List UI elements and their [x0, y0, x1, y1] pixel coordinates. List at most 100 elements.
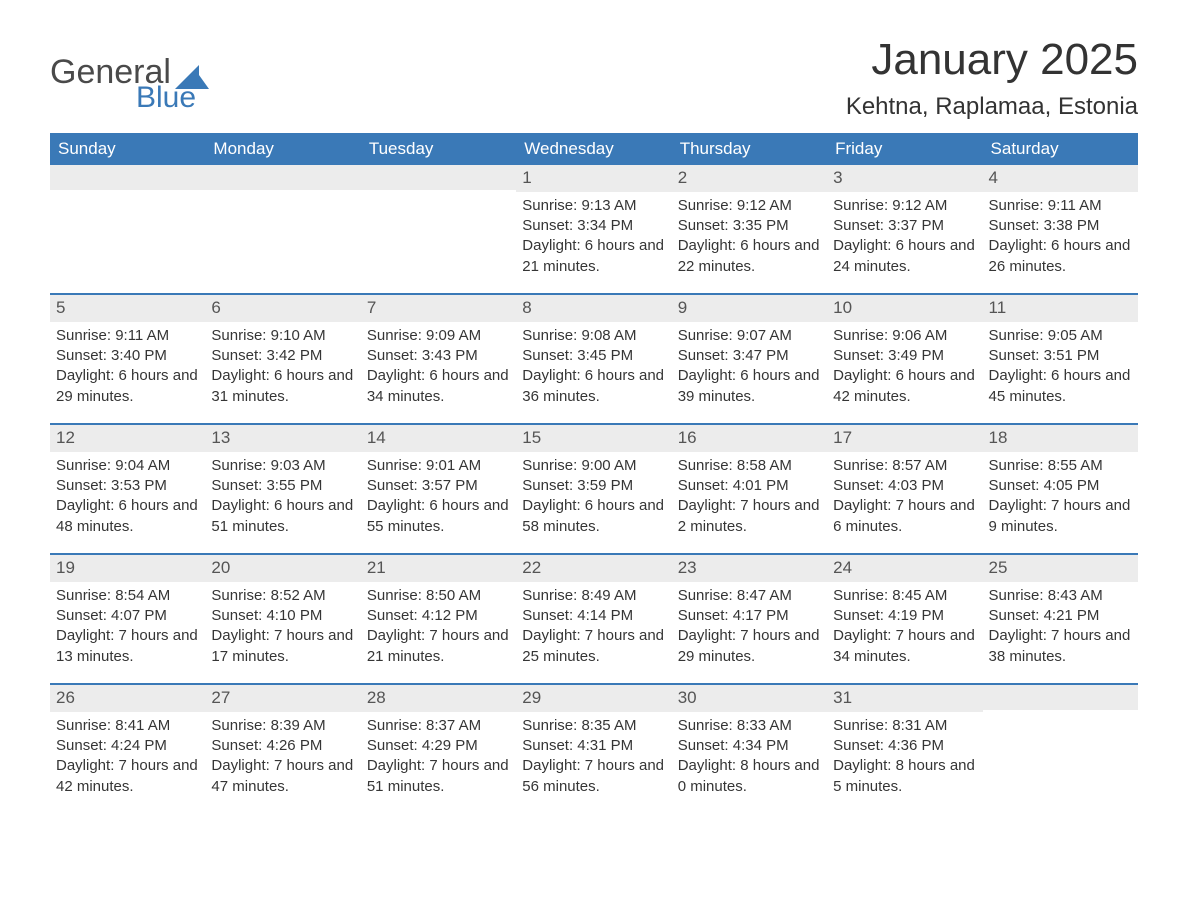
calendar-day: 8Sunrise: 9:08 AMSunset: 3:45 PMDaylight…: [516, 295, 671, 423]
sunset-text: Sunset: 4:17 PM: [678, 606, 821, 626]
sunrise-text: Sunrise: 8:31 AM: [833, 716, 976, 736]
day-number: 30: [672, 685, 827, 712]
day-content: Sunrise: 8:45 AMSunset: 4:19 PMDaylight:…: [827, 582, 982, 679]
day-number: 1: [516, 165, 671, 192]
weekday-header: Thursday: [672, 133, 827, 165]
day-number: 2: [672, 165, 827, 192]
sunset-text: Sunset: 4:03 PM: [833, 476, 976, 496]
weeks-container: 1Sunrise: 9:13 AMSunset: 3:34 PMDaylight…: [50, 165, 1138, 813]
calendar-day: 1Sunrise: 9:13 AMSunset: 3:34 PMDaylight…: [516, 165, 671, 293]
day-number: 26: [50, 685, 205, 712]
day-number: 6: [205, 295, 360, 322]
calendar-day: 29Sunrise: 8:35 AMSunset: 4:31 PMDayligh…: [516, 685, 671, 813]
day-content: Sunrise: 9:11 AMSunset: 3:38 PMDaylight:…: [983, 192, 1138, 289]
daylight-text: Daylight: 6 hours and 24 minutes.: [833, 236, 976, 277]
sunset-text: Sunset: 3:57 PM: [367, 476, 510, 496]
brand-name-bottom: Blue: [136, 83, 209, 113]
daylight-text: Daylight: 6 hours and 31 minutes.: [211, 366, 354, 407]
day-content: Sunrise: 9:04 AMSunset: 3:53 PMDaylight:…: [50, 452, 205, 549]
calendar-day: 28Sunrise: 8:37 AMSunset: 4:29 PMDayligh…: [361, 685, 516, 813]
daylight-text: Daylight: 7 hours and 13 minutes.: [56, 626, 199, 667]
calendar-day: 4Sunrise: 9:11 AMSunset: 3:38 PMDaylight…: [983, 165, 1138, 293]
daylight-text: Daylight: 8 hours and 0 minutes.: [678, 756, 821, 797]
day-number: 19: [50, 555, 205, 582]
day-number: 16: [672, 425, 827, 452]
calendar-day: [50, 165, 205, 293]
calendar-week: 19Sunrise: 8:54 AMSunset: 4:07 PMDayligh…: [50, 553, 1138, 683]
day-content: Sunrise: 9:13 AMSunset: 3:34 PMDaylight:…: [516, 192, 671, 289]
calendar-day: 26Sunrise: 8:41 AMSunset: 4:24 PMDayligh…: [50, 685, 205, 813]
sunrise-text: Sunrise: 8:43 AM: [989, 586, 1132, 606]
sunset-text: Sunset: 4:29 PM: [367, 736, 510, 756]
day-content: Sunrise: 8:58 AMSunset: 4:01 PMDaylight:…: [672, 452, 827, 549]
sunset-text: Sunset: 4:14 PM: [522, 606, 665, 626]
sunset-text: Sunset: 4:19 PM: [833, 606, 976, 626]
day-content: Sunrise: 9:00 AMSunset: 3:59 PMDaylight:…: [516, 452, 671, 549]
day-number: 7: [361, 295, 516, 322]
sunrise-text: Sunrise: 9:10 AM: [211, 326, 354, 346]
daylight-text: Daylight: 7 hours and 42 minutes.: [56, 756, 199, 797]
sunset-text: Sunset: 3:45 PM: [522, 346, 665, 366]
calendar-day: 19Sunrise: 8:54 AMSunset: 4:07 PMDayligh…: [50, 555, 205, 683]
calendar-day: 10Sunrise: 9:06 AMSunset: 3:49 PMDayligh…: [827, 295, 982, 423]
calendar-day: 25Sunrise: 8:43 AMSunset: 4:21 PMDayligh…: [983, 555, 1138, 683]
daylight-text: Daylight: 7 hours and 21 minutes.: [367, 626, 510, 667]
sunset-text: Sunset: 3:34 PM: [522, 216, 665, 236]
day-number: 4: [983, 165, 1138, 192]
calendar-day: [983, 685, 1138, 813]
day-number: 13: [205, 425, 360, 452]
weekday-header: Wednesday: [516, 133, 671, 165]
daylight-text: Daylight: 6 hours and 48 minutes.: [56, 496, 199, 537]
calendar-day: 18Sunrise: 8:55 AMSunset: 4:05 PMDayligh…: [983, 425, 1138, 553]
sunset-text: Sunset: 4:05 PM: [989, 476, 1132, 496]
calendar-day: 14Sunrise: 9:01 AMSunset: 3:57 PMDayligh…: [361, 425, 516, 553]
sunrise-text: Sunrise: 8:58 AM: [678, 456, 821, 476]
weekday-header-row: Sunday Monday Tuesday Wednesday Thursday…: [50, 133, 1138, 165]
sunset-text: Sunset: 4:24 PM: [56, 736, 199, 756]
day-content: Sunrise: 8:33 AMSunset: 4:34 PMDaylight:…: [672, 712, 827, 809]
daylight-text: Daylight: 6 hours and 26 minutes.: [989, 236, 1132, 277]
daylight-text: Daylight: 7 hours and 38 minutes.: [989, 626, 1132, 667]
sunrise-text: Sunrise: 9:12 AM: [833, 196, 976, 216]
month-title: January 2025: [846, 35, 1138, 85]
daylight-text: Daylight: 6 hours and 55 minutes.: [367, 496, 510, 537]
day-content: Sunrise: 8:37 AMSunset: 4:29 PMDaylight:…: [361, 712, 516, 809]
sunset-text: Sunset: 3:49 PM: [833, 346, 976, 366]
sunset-text: Sunset: 3:42 PM: [211, 346, 354, 366]
sunset-text: Sunset: 4:21 PM: [989, 606, 1132, 626]
sunset-text: Sunset: 4:10 PM: [211, 606, 354, 626]
sunrise-text: Sunrise: 9:13 AM: [522, 196, 665, 216]
daylight-text: Daylight: 6 hours and 51 minutes.: [211, 496, 354, 537]
daylight-text: Daylight: 6 hours and 42 minutes.: [833, 366, 976, 407]
daylight-text: Daylight: 7 hours and 2 minutes.: [678, 496, 821, 537]
day-number: 18: [983, 425, 1138, 452]
day-content: Sunrise: 9:01 AMSunset: 3:57 PMDaylight:…: [361, 452, 516, 549]
sunrise-text: Sunrise: 9:01 AM: [367, 456, 510, 476]
day-number: 17: [827, 425, 982, 452]
day-content: Sunrise: 9:07 AMSunset: 3:47 PMDaylight:…: [672, 322, 827, 419]
daylight-text: Daylight: 7 hours and 51 minutes.: [367, 756, 510, 797]
weekday-header: Sunday: [50, 133, 205, 165]
sunrise-text: Sunrise: 8:54 AM: [56, 586, 199, 606]
daylight-text: Daylight: 7 hours and 47 minutes.: [211, 756, 354, 797]
day-number: [205, 165, 360, 190]
daylight-text: Daylight: 6 hours and 29 minutes.: [56, 366, 199, 407]
day-content: Sunrise: 8:35 AMSunset: 4:31 PMDaylight:…: [516, 712, 671, 809]
day-number: 15: [516, 425, 671, 452]
day-content: Sunrise: 8:39 AMSunset: 4:26 PMDaylight:…: [205, 712, 360, 809]
calendar-day: 13Sunrise: 9:03 AMSunset: 3:55 PMDayligh…: [205, 425, 360, 553]
sunrise-text: Sunrise: 8:35 AM: [522, 716, 665, 736]
daylight-text: Daylight: 6 hours and 21 minutes.: [522, 236, 665, 277]
sunset-text: Sunset: 4:12 PM: [367, 606, 510, 626]
calendar-week: 5Sunrise: 9:11 AMSunset: 3:40 PMDaylight…: [50, 293, 1138, 423]
location-label: Kehtna, Raplamaa, Estonia: [846, 93, 1138, 121]
day-number: 22: [516, 555, 671, 582]
day-content: Sunrise: 8:31 AMSunset: 4:36 PMDaylight:…: [827, 712, 982, 809]
sunrise-text: Sunrise: 9:03 AM: [211, 456, 354, 476]
day-content: Sunrise: 8:49 AMSunset: 4:14 PMDaylight:…: [516, 582, 671, 679]
calendar-day: 6 Sunrise: 9:10 AMSunset: 3:42 PMDaylight…: [205, 295, 360, 423]
day-number: 3: [827, 165, 982, 192]
day-number: 24: [827, 555, 982, 582]
day-number: 10: [827, 295, 982, 322]
calendar-week: 12Sunrise: 9:04 AMSunset: 3:53 PMDayligh…: [50, 423, 1138, 553]
